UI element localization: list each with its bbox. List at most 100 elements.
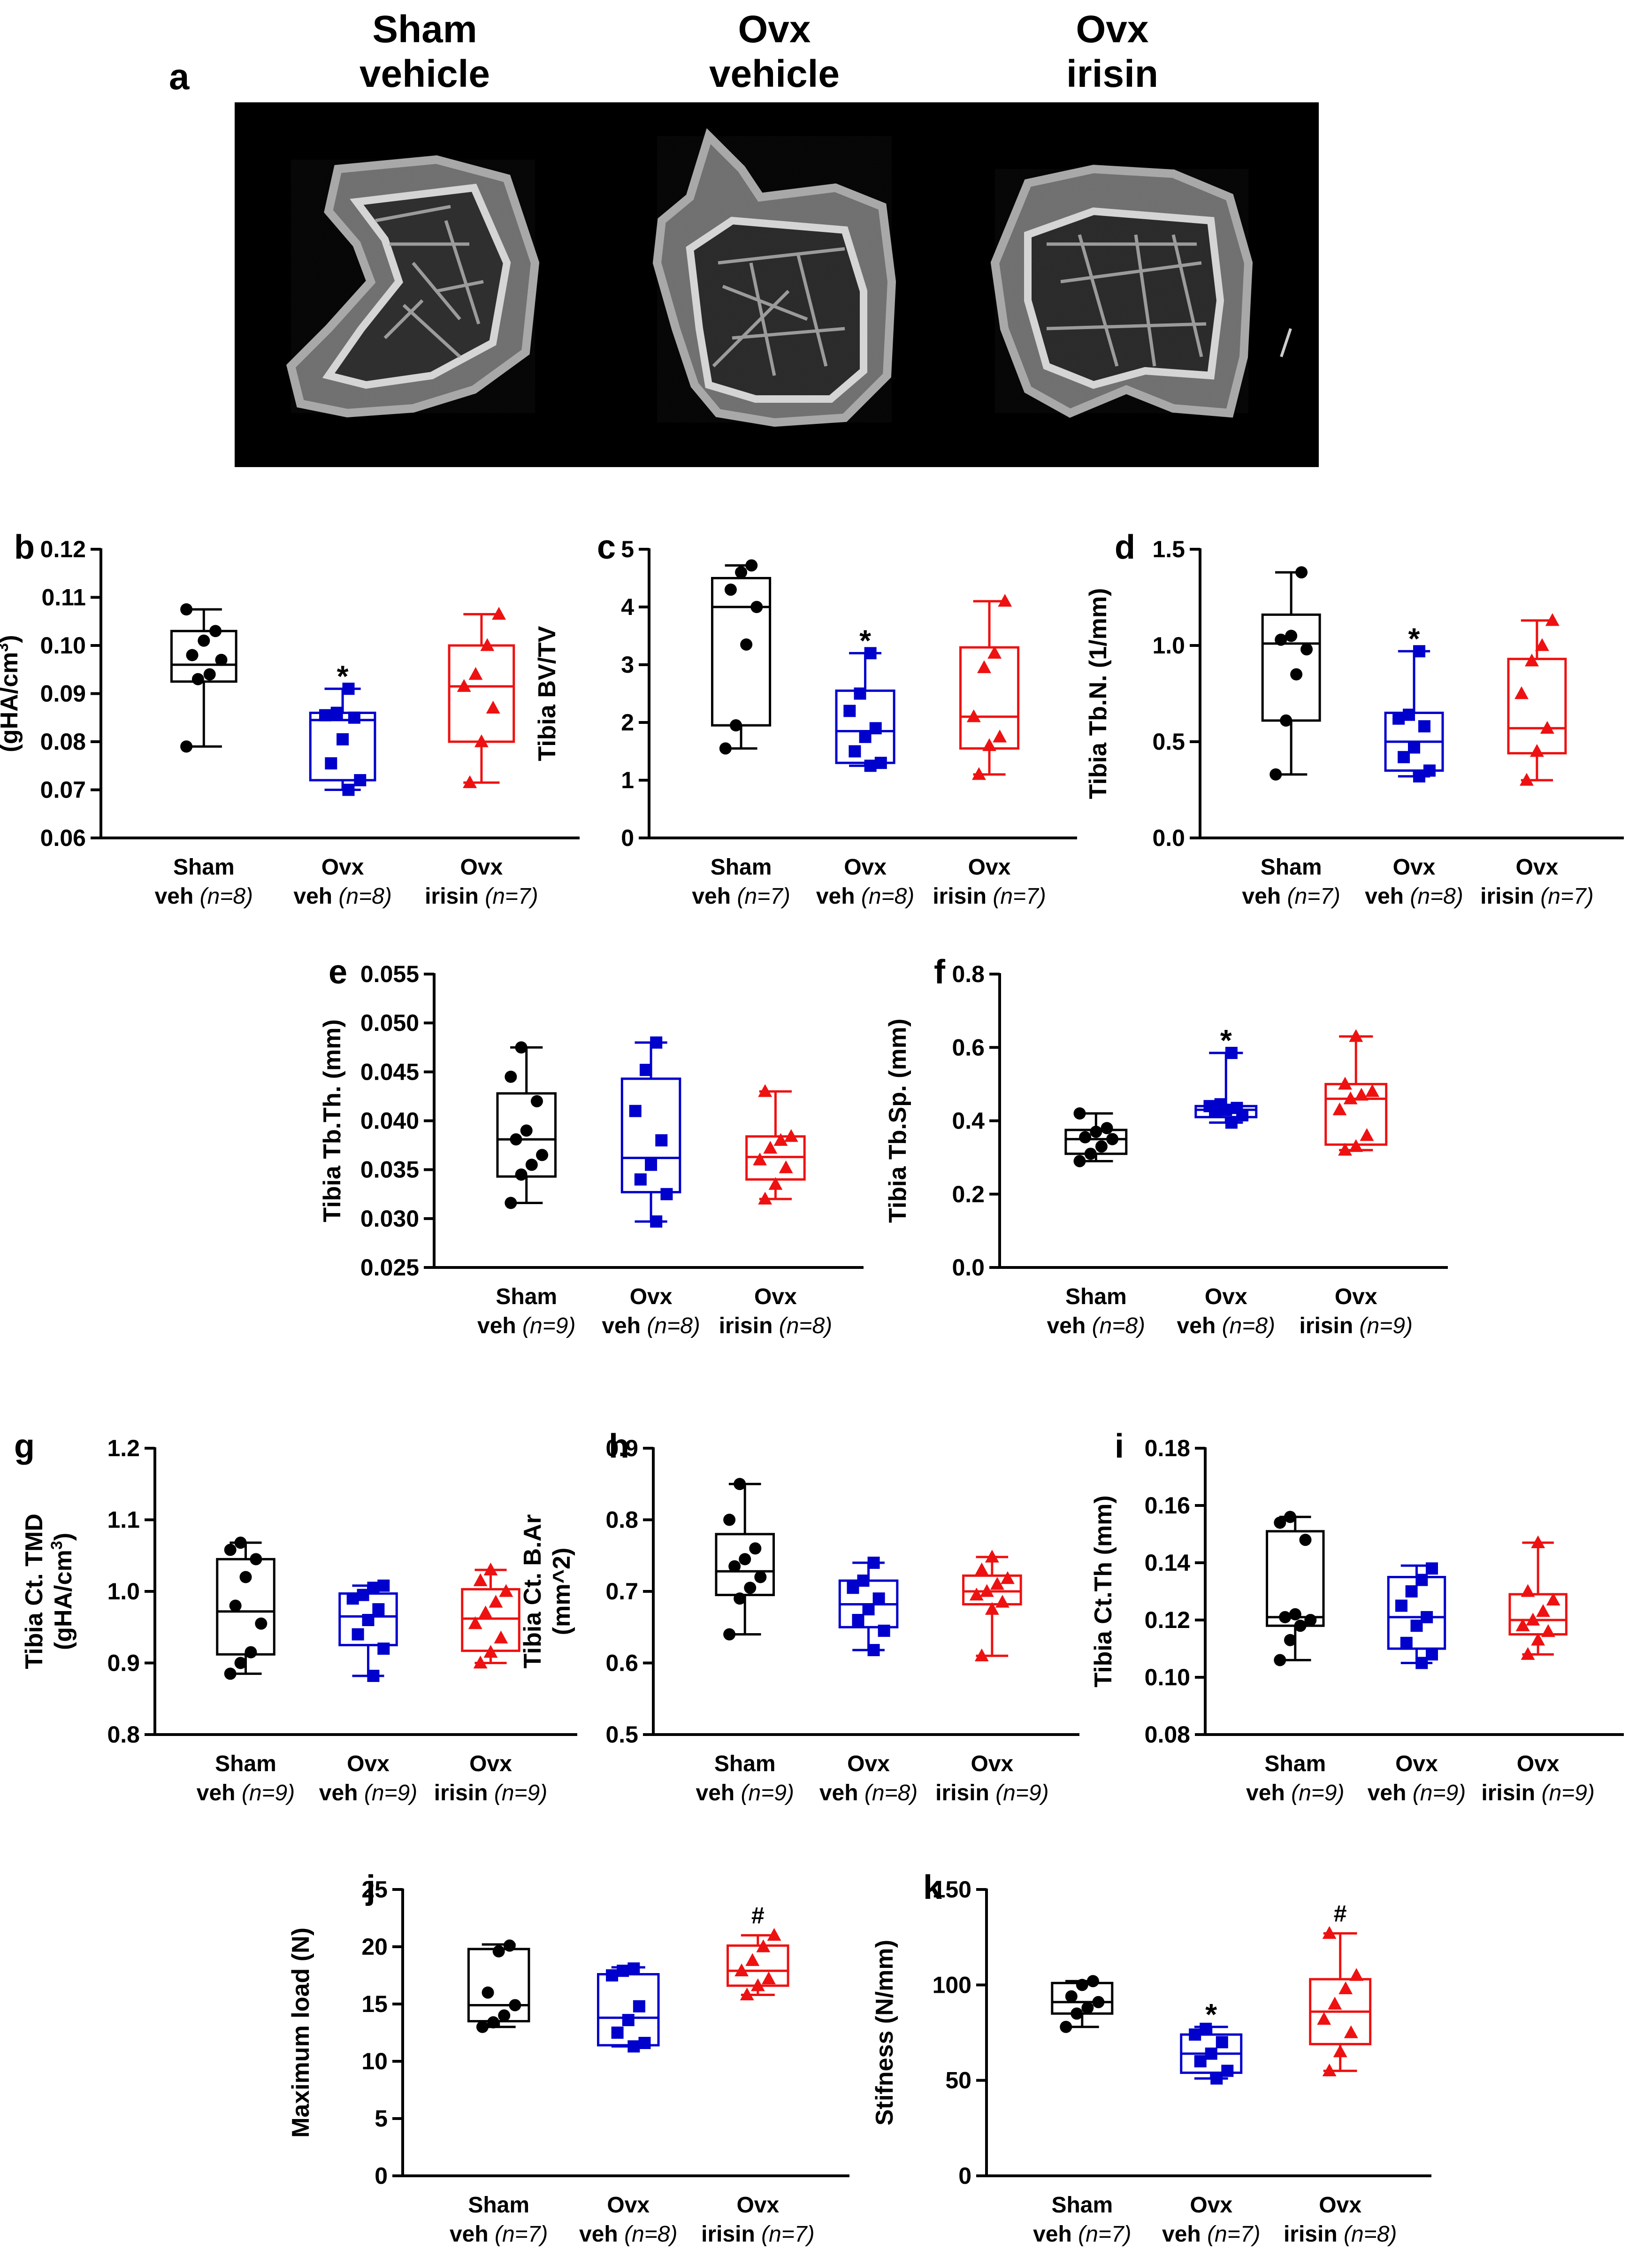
data-point xyxy=(1221,2065,1234,2077)
x-category-sublabel: veh (n=9) xyxy=(197,1781,295,1805)
data-point xyxy=(1216,2036,1228,2049)
data-point xyxy=(234,1536,247,1549)
panel-letter-i: i xyxy=(1115,1428,1124,1465)
y-axis-label-superscript: 3 xyxy=(48,1541,66,1550)
box-group-1: Ovx veh (n=9) xyxy=(1368,1562,1466,1805)
data-point xyxy=(1290,668,1303,681)
group-title-ovx-irisin-line2: irisin xyxy=(1066,53,1158,95)
y-axis-label-close: ) xyxy=(0,635,23,643)
box-iqr xyxy=(715,1533,775,1597)
x-category-sublabel: veh (n=9) xyxy=(477,1313,575,1338)
data-point xyxy=(867,1644,880,1657)
data-point xyxy=(215,653,228,666)
data-point xyxy=(982,738,996,751)
data-point xyxy=(473,1573,488,1586)
data-point xyxy=(857,1574,870,1587)
data-point xyxy=(1284,1511,1296,1523)
x-category-n: (n=9) xyxy=(522,1313,575,1338)
x-category-label: Ovx xyxy=(1190,2193,1232,2218)
data-point xyxy=(773,1133,788,1146)
data-point xyxy=(494,1630,508,1643)
box-group-0: Sham veh (n=9) xyxy=(696,1478,794,1805)
box-group-2: Ovx irisin (n=8) xyxy=(719,1084,832,1338)
data-point xyxy=(1524,653,1539,667)
data-point xyxy=(1284,1634,1296,1646)
data-point xyxy=(634,1173,647,1186)
data-point xyxy=(224,1544,237,1556)
x-category-n: (n=7) xyxy=(993,884,1046,909)
data-point xyxy=(753,1152,767,1166)
data-point xyxy=(966,709,981,722)
box-group-1: * Ovx veh (n=8) xyxy=(816,623,914,909)
box-group-1: Ovx veh (n=8) xyxy=(579,1962,677,2247)
x-category-n: (n=9) xyxy=(741,1781,794,1805)
x-category-sublabel: irisin (n=9) xyxy=(1300,1313,1413,1338)
data-point xyxy=(1189,2028,1201,2041)
x-category-label: Ovx xyxy=(1393,855,1436,880)
data-point xyxy=(974,1648,989,1661)
data-point xyxy=(1413,770,1425,783)
x-category-n: (n=8) xyxy=(779,1313,832,1338)
data-point xyxy=(1526,1613,1540,1626)
data-point xyxy=(489,1595,503,1608)
data-point xyxy=(979,1584,994,1597)
box-iqr xyxy=(835,689,895,764)
x-category-sublabel: veh (n=7) xyxy=(450,2222,548,2247)
data-point xyxy=(1304,1614,1317,1626)
y-axis-label: Tibia Ct. B.Ar xyxy=(519,1514,546,1668)
data-point xyxy=(1535,638,1549,651)
data-point xyxy=(1106,1133,1119,1145)
y-tick-label: 0.5 xyxy=(605,1721,638,1748)
x-category-n: (n=7) xyxy=(495,2222,548,2247)
data-point xyxy=(1541,1624,1555,1637)
data-point xyxy=(1294,1620,1307,1632)
x-category-label: Ovx xyxy=(469,1751,512,1776)
x-category-subgroup: veh xyxy=(816,884,861,909)
data-point xyxy=(362,1614,375,1626)
data-point xyxy=(325,757,337,770)
data-point xyxy=(1398,751,1410,763)
x-category-label: Sham xyxy=(1065,1284,1127,1309)
data-point xyxy=(1274,1516,1286,1529)
y-tick-label: 0.6 xyxy=(952,1034,985,1060)
data-point xyxy=(758,1084,772,1097)
y-tick-label: 0.08 xyxy=(1145,1721,1190,1748)
x-category-n: (n=8) xyxy=(647,1313,700,1338)
data-point xyxy=(1295,566,1308,579)
data-point xyxy=(367,1582,380,1594)
box-group-1: * Ovx veh (n=8) xyxy=(1177,1023,1275,1338)
y-tick-label: 0.06 xyxy=(40,825,86,851)
y-tick-label: 0.9 xyxy=(605,1435,638,1461)
data-point xyxy=(468,1616,482,1629)
x-category-sublabel: veh (n=8) xyxy=(293,884,391,909)
x-category-n: (n=7) xyxy=(1287,884,1340,909)
data-point xyxy=(1521,1647,1535,1660)
x-category-n: (n=9) xyxy=(1291,1781,1344,1805)
data-point xyxy=(779,1160,793,1174)
data-point xyxy=(995,1595,1010,1608)
data-point xyxy=(874,757,887,769)
box-iqr xyxy=(620,1077,681,1194)
chart-panel-e: e 0.025 0.030 0.035 0.040 0.045 0.050 0.055 Tibi… xyxy=(319,953,864,1338)
data-point xyxy=(1071,2007,1083,2020)
data-point xyxy=(1084,1147,1097,1160)
box-group-2: Ovx irisin (n=9) xyxy=(1481,1535,1595,1805)
box-iqr xyxy=(711,577,772,727)
data-point xyxy=(503,1939,516,1952)
data-point xyxy=(186,649,199,661)
x-category-subgroup: irisin xyxy=(1284,2222,1344,2247)
data-point xyxy=(650,1215,663,1228)
data-point xyxy=(510,1133,522,1146)
data-point xyxy=(483,1562,498,1575)
chart-panel-i: i 0.08 0.10 0.12 0.14 0.16 0.18 Tibia Ct.Th (mm… xyxy=(1090,1428,1624,1805)
data-point xyxy=(767,1928,781,1941)
data-point xyxy=(971,767,986,780)
data-point xyxy=(357,1589,369,1601)
x-category-sublabel: veh (n=9) xyxy=(1246,1781,1344,1805)
data-point xyxy=(330,706,343,719)
data-point xyxy=(482,1986,494,1999)
y-tick-label: 25 xyxy=(361,1876,388,1903)
data-point xyxy=(1289,1608,1301,1620)
y-axis-label-text: (gHA/cm xyxy=(0,652,23,753)
data-point xyxy=(1408,741,1421,754)
